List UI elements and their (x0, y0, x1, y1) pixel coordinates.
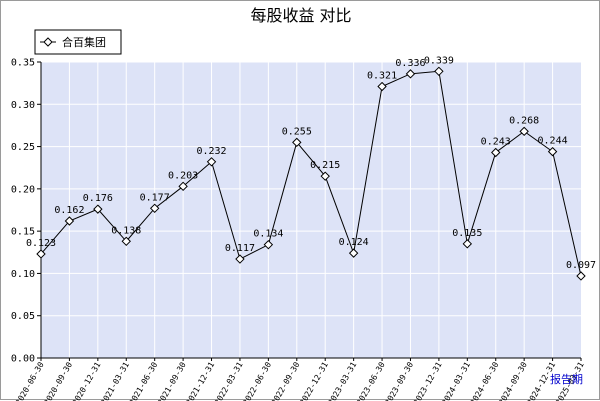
data-point-marker (519, 126, 529, 137)
data-point-marker (235, 254, 245, 264)
data-label: 0.232 (196, 146, 226, 157)
data-label: 0.336 (395, 58, 425, 69)
x-tick-label: 2023-06-30 (355, 360, 387, 401)
series-line (40, 70, 582, 277)
x-tick-label: 2020-09-30 (42, 360, 74, 401)
data-label: 0.321 (367, 71, 397, 82)
data-point-marker (377, 81, 387, 92)
data-label: 0.134 (253, 229, 283, 240)
data-label: 0.124 (339, 237, 369, 248)
x-tick-label: 2021-03-31 (99, 360, 131, 401)
data-label: 0.215 (310, 160, 340, 171)
data-point-marker (149, 203, 160, 214)
x-tick-label: 2020-06-30 (14, 360, 46, 401)
data-label: 0.162 (54, 205, 84, 216)
y-axis-ticks: 0.00 0.05 0.10 0.15 0.20 0.25 0.30 0.35 (11, 58, 41, 365)
x-tick-label: 2023-12-31 (412, 360, 444, 401)
y-tick-label: 0.05 (11, 311, 35, 322)
data-point-marker (462, 239, 473, 249)
data-point-marker (491, 147, 501, 158)
data-label: 0.123 (26, 238, 56, 249)
data-label: 0.097 (566, 260, 596, 271)
data-point-marker (348, 248, 359, 258)
data-label: 0.117 (225, 243, 255, 254)
data-point-marker (206, 157, 217, 167)
x-tick-label: 2024-09-30 (497, 360, 529, 401)
data-point-marker (547, 146, 558, 157)
chart-title: 每股收益 对比 (250, 6, 351, 25)
data-label: 0.138 (111, 225, 141, 236)
data-label: 0.244 (538, 136, 568, 147)
data-point-marker (405, 69, 416, 79)
x-tick-label: 2024-03-31 (440, 360, 472, 401)
data-label: 0.268 (509, 115, 539, 126)
grid-lines (41, 61, 581, 358)
data-point-marker (320, 171, 330, 181)
y-tick-label: 0.10 (11, 269, 35, 280)
x-tick-label: 2022-12-31 (298, 360, 330, 401)
x-tick-label: 2023-03-31 (326, 360, 358, 401)
data-label: 0.176 (83, 193, 113, 204)
data-label: 0.243 (481, 136, 511, 147)
x-tick-label: 2021-06-30 (128, 360, 160, 401)
x-tick-label: 2021-12-31 (184, 360, 216, 401)
x-axis-ticks: 2020-06-302020-09-302020-12-312021-03-31… (14, 358, 586, 401)
x-tick-label: 2023-09-30 (383, 360, 415, 401)
data-point-marker (178, 181, 188, 192)
series-markers (36, 66, 586, 281)
data-label: 0.203 (168, 170, 198, 181)
legend-entry: 合百集团 (62, 35, 106, 49)
legend-diamond-marker-icon (43, 37, 53, 47)
x-tick-label: 2022-06-30 (241, 360, 273, 401)
data-point-marker (292, 137, 302, 148)
data-label: 0.177 (140, 192, 170, 203)
y-tick-label: 0.20 (11, 184, 35, 195)
data-label: 0.339 (424, 55, 454, 66)
y-tick-label: 0.35 (11, 58, 35, 69)
data-point-marker (576, 271, 586, 281)
data-label: 0.135 (452, 228, 482, 239)
x-tick-label: 2024-06-30 (469, 360, 501, 401)
data-label: 0.255 (282, 126, 312, 137)
data-point-marker (434, 66, 444, 77)
y-tick-label: 0.30 (11, 100, 35, 111)
x-axis-label: 报告期 (550, 372, 583, 386)
data-point-marker (36, 249, 46, 259)
axes (40, 62, 581, 359)
y-tick-label: 0.15 (11, 227, 35, 238)
data-point-marker (263, 239, 274, 250)
data-point-marker (121, 236, 131, 246)
plot-area (41, 62, 581, 358)
x-tick-label: 2021-09-30 (156, 360, 188, 401)
y-tick-label: 0.00 (11, 354, 35, 365)
x-tick-label: 2020-12-31 (71, 360, 103, 401)
y-tick-label: 0.25 (11, 142, 35, 153)
legend: 合百集团 (34, 29, 122, 55)
x-tick-label: 2022-03-31 (213, 360, 245, 401)
x-tick-label: 2022-09-30 (270, 360, 302, 401)
data-point-marker (64, 216, 75, 226)
data-point-marker (93, 204, 103, 214)
